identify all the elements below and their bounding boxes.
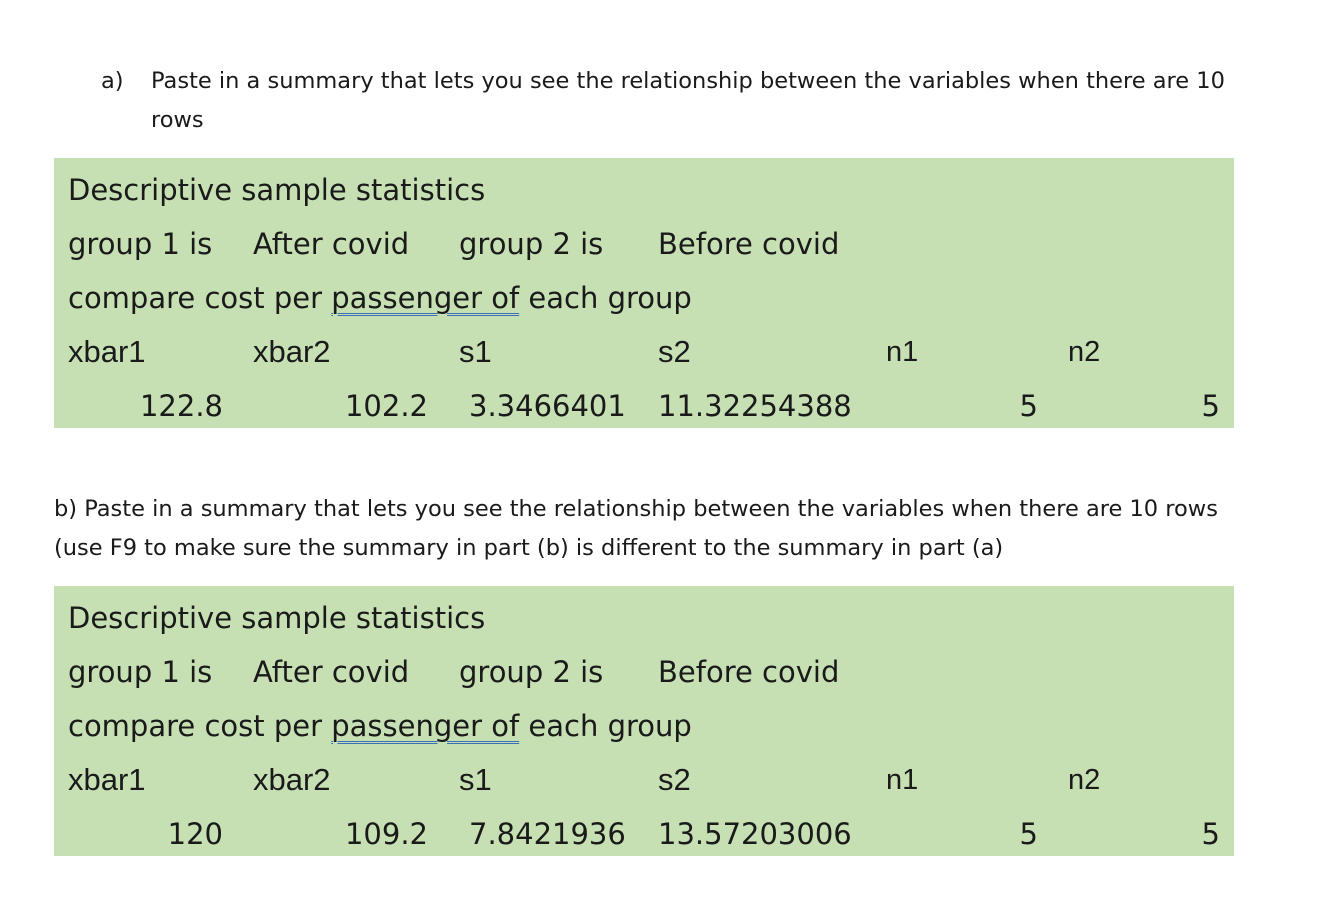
compare-underlined: passenger of [331, 709, 520, 743]
question-b: b) Paste in a summary that lets you see … [54, 490, 1254, 568]
value-s2: 11.32254388 [658, 389, 852, 423]
header-s2: s2 [658, 762, 691, 797]
value-xbar1: 120 [167, 817, 223, 851]
summary-title-row: Descriptive sample statistics [54, 163, 1234, 217]
summary-title: Descriptive sample statistics [68, 601, 486, 635]
group-row: group 1 is After covid group 2 is Before… [54, 645, 1234, 699]
summary-title-row: Descriptive sample statistics [54, 591, 1234, 645]
header-s1: s1 [459, 334, 492, 369]
value-n1: 5 [1019, 817, 1038, 851]
value-row: 122.8 102.2 3.3466401 11.32254388 5 5 [54, 379, 1234, 433]
compare-underlined: passenger of [331, 281, 520, 315]
group2-label: group 2 is [459, 227, 604, 261]
value-s2: 13.57203006 [658, 817, 852, 851]
header-s1: s1 [459, 762, 492, 797]
question-a-text: Paste in a summary that lets you see the… [151, 68, 1225, 133]
group2-label: group 2 is [459, 655, 604, 689]
header-row: xbar1 xbar2 s1 s2 n1 n2 [54, 325, 1234, 379]
header-n2: n2 [1068, 336, 1101, 368]
value-xbar2: 102.2 [344, 389, 428, 423]
compare-row: compare cost per passenger of each group [54, 699, 1234, 753]
group2-value: Before covid [658, 227, 840, 261]
header-xbar2: xbar2 [253, 762, 331, 797]
group1-value: After covid [253, 227, 410, 261]
compare-suffix: each group [519, 281, 692, 315]
summary-box-b: Descriptive sample statistics group 1 is… [54, 586, 1234, 856]
compare-row: compare cost per passenger of each group [54, 271, 1234, 325]
compare-suffix: each group [519, 709, 692, 743]
compare-prefix: compare cost per [68, 281, 332, 315]
header-n1: n1 [886, 336, 919, 368]
header-row: xbar1 xbar2 s1 s2 n1 n2 [54, 753, 1234, 807]
value-n2: 5 [1201, 817, 1220, 851]
header-n2: n2 [1068, 764, 1101, 796]
value-xbar2: 109.2 [344, 817, 428, 851]
group1-label: group 1 is [68, 227, 213, 261]
value-n1: 5 [1019, 389, 1038, 423]
value-xbar1: 122.8 [139, 389, 223, 423]
group1-label: group 1 is [68, 655, 213, 689]
header-n1: n1 [886, 764, 919, 796]
compare-text: compare cost per passenger of each group [68, 699, 692, 753]
question-b-text: b) Paste in a summary that lets you see … [54, 496, 1218, 561]
group1-value: After covid [253, 655, 410, 689]
group2-value: Before covid [658, 655, 840, 689]
question-a-marker: a) [101, 68, 124, 94]
compare-text: compare cost per passenger of each group [68, 271, 692, 325]
value-row: 120 109.2 7.8421936 13.57203006 5 5 [54, 807, 1234, 861]
summary-box-a: Descriptive sample statistics group 1 is… [54, 158, 1234, 428]
summary-title: Descriptive sample statistics [68, 173, 486, 207]
compare-prefix: compare cost per [68, 709, 332, 743]
header-s2: s2 [658, 334, 691, 369]
question-a: a) Paste in a summary that lets you see … [101, 62, 1261, 140]
value-s1: 7.8421936 [469, 817, 626, 851]
header-xbar1: xbar1 [68, 334, 146, 369]
header-xbar2: xbar2 [253, 334, 331, 369]
value-n2: 5 [1201, 389, 1220, 423]
value-s1: 3.3466401 [469, 389, 626, 423]
header-xbar1: xbar1 [68, 762, 146, 797]
group-row: group 1 is After covid group 2 is Before… [54, 217, 1234, 271]
